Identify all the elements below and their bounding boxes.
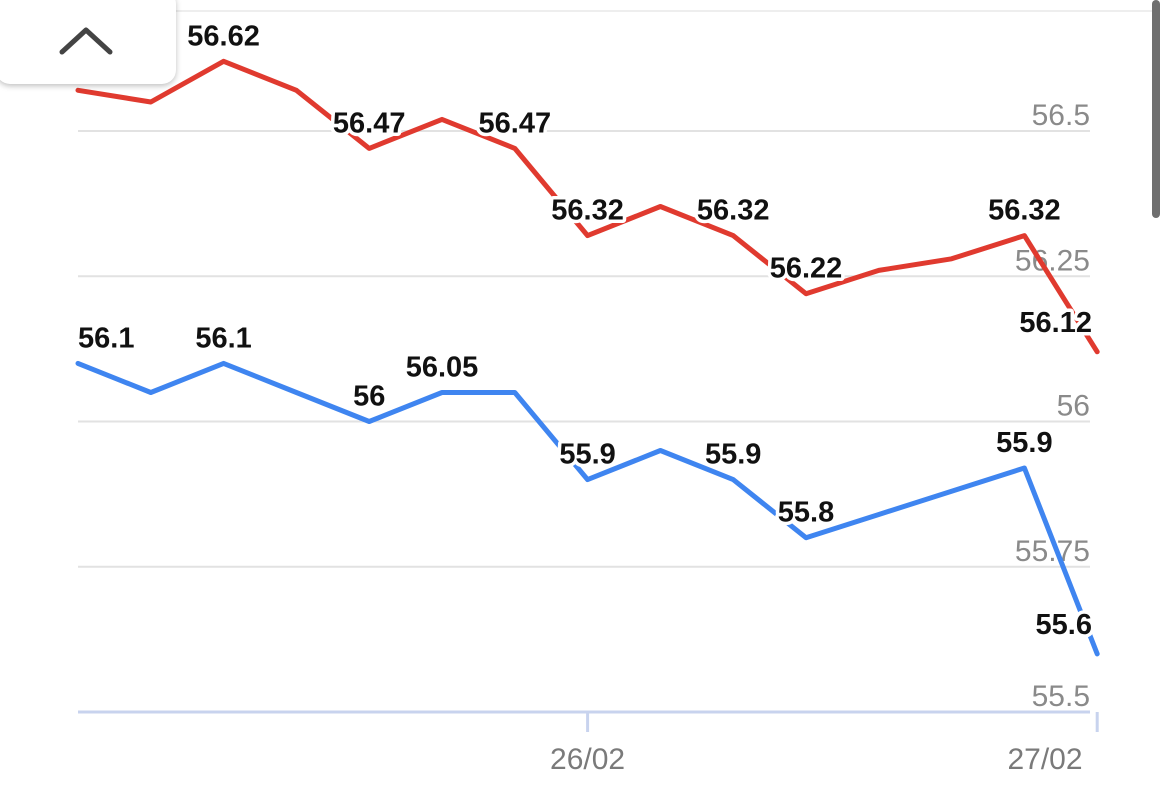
vertical-scrollbar[interactable]	[1152, 0, 1160, 218]
top-divider	[170, 10, 1160, 12]
data-label: 55.9	[996, 427, 1052, 459]
grid-layer	[78, 130, 1090, 714]
data-label: 56.1	[78, 322, 134, 354]
chevron-up-icon	[59, 27, 113, 55]
data-label: 55.8	[778, 497, 834, 529]
data-label: 56.62	[187, 20, 260, 52]
y-tick-label: 56.5	[1032, 99, 1090, 132]
data-label: 56.22	[770, 253, 843, 285]
data-label: 56.32	[988, 195, 1061, 227]
data-label: 56.12	[1019, 307, 1092, 339]
collapse-card	[0, 0, 176, 84]
data-label: 56.47	[479, 107, 552, 139]
y-tick-label: 56	[1057, 390, 1090, 423]
x-tick-label: 27/02	[1007, 743, 1082, 776]
data-label: 56.47	[333, 107, 406, 139]
y-tick-label: 56.25	[1015, 244, 1090, 277]
series-line-1	[75, 58, 1100, 355]
data-label: 55.6	[1036, 609, 1092, 641]
data-label: 56.1	[195, 322, 251, 354]
data-label: 56.32	[697, 195, 770, 227]
series-line-2	[75, 360, 1100, 657]
data-label: 56	[353, 381, 385, 413]
y-tick-label: 55.5	[1032, 680, 1090, 713]
series-layer	[75, 58, 1100, 657]
x-tick-label: 26/02	[550, 743, 625, 776]
data-label: 55.9	[705, 439, 761, 471]
data-label: 56.05	[406, 351, 479, 383]
data-label: 56.32	[551, 195, 624, 227]
data-label: 55.9	[559, 439, 615, 471]
collapse-button[interactable]	[48, 14, 124, 66]
